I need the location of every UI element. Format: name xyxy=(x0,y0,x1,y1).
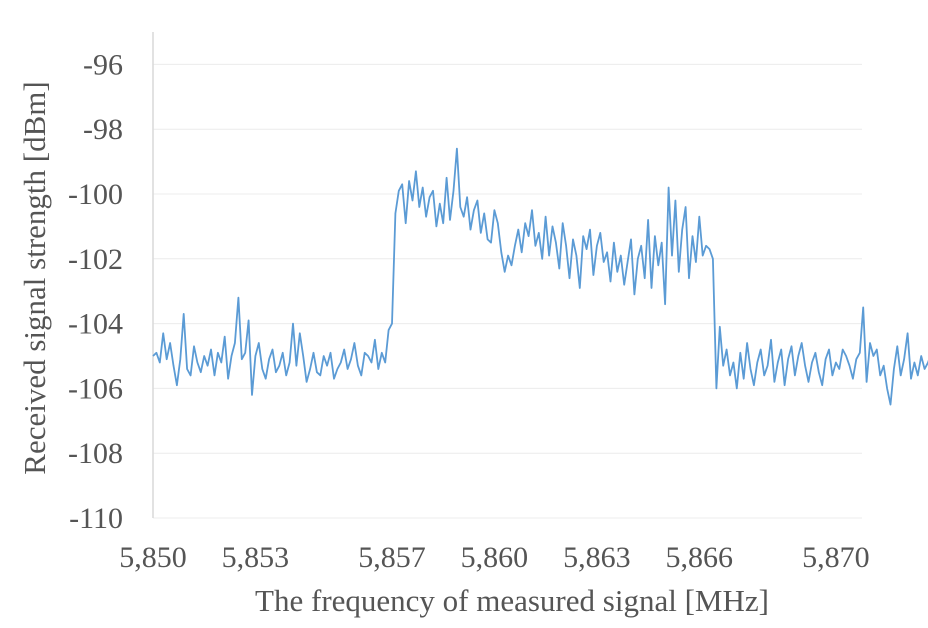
x-tick-label: 5,850 xyxy=(119,541,187,574)
y-axis-title: Received signal strength [dBm] xyxy=(17,81,52,474)
x-tick-label: 5,863 xyxy=(563,541,631,574)
gridlines xyxy=(153,63,862,519)
y-tick-label: -106 xyxy=(68,372,123,405)
x-tick-labels: 5,850 5,853 5,857 5,860 5,863 5,866 5,870 xyxy=(119,541,869,574)
x-tick-label: 5,870 xyxy=(802,541,870,574)
x-tick-label: 5,866 xyxy=(666,541,734,574)
y-tick-label: -110 xyxy=(69,502,123,535)
y-tick-label: -108 xyxy=(68,437,123,470)
x-tick-label: 5,860 xyxy=(461,541,529,574)
signal-strength-series-line xyxy=(152,147,928,406)
series-layer xyxy=(152,147,928,406)
y-tick-label: -100 xyxy=(68,178,123,211)
y-tick-label: -102 xyxy=(68,243,123,276)
x-tick-label: 5,853 xyxy=(222,541,290,574)
y-tick-label: -96 xyxy=(83,48,123,81)
y-tick-label: -98 xyxy=(83,113,123,146)
y-tick-labels: -110 -108 -106 -104 -102 -100 -98 -96 xyxy=(68,48,123,535)
x-tick-label: 5,857 xyxy=(358,541,426,574)
y-tick-label: -104 xyxy=(68,308,123,341)
x-axis-title: The frequency of measured signal [MHz] xyxy=(255,583,769,618)
